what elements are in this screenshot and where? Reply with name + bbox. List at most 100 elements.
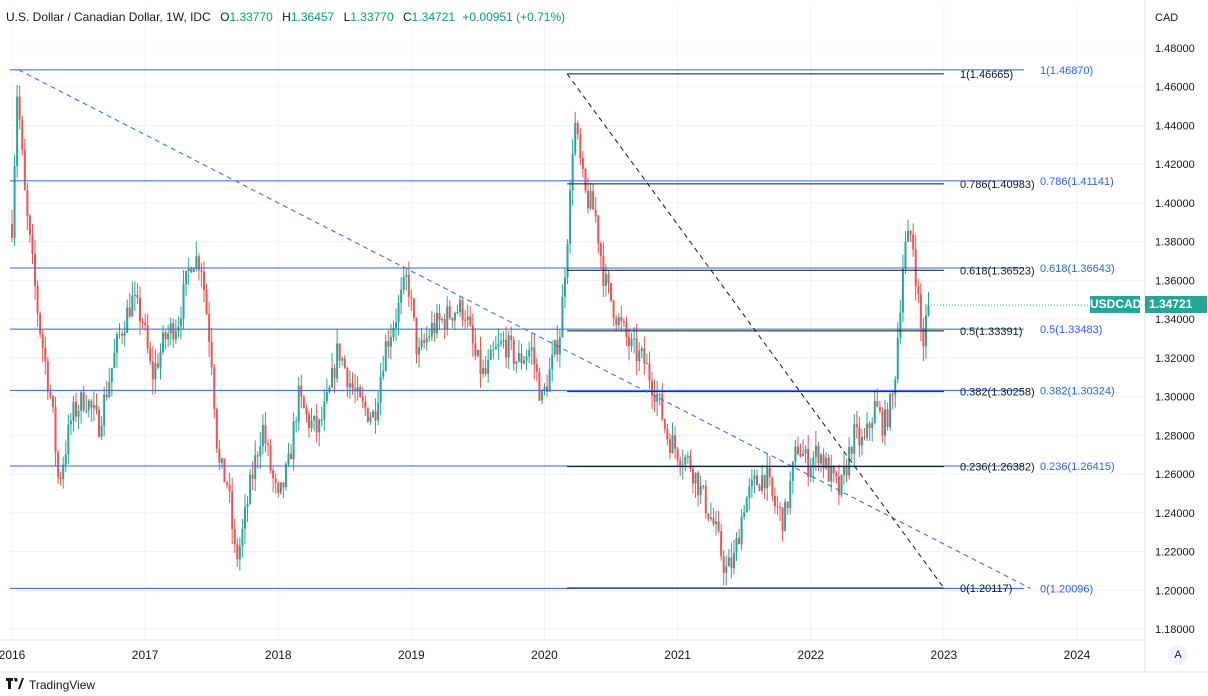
y-tick-label-2: 1.44000 (1155, 120, 1195, 132)
candle-body (402, 276, 405, 290)
candle-body (837, 476, 840, 496)
candle-body (643, 348, 646, 364)
candle-body (809, 467, 812, 477)
candle-body (92, 405, 95, 408)
candle-body (635, 338, 638, 362)
candle-body (441, 319, 444, 321)
candle-body (466, 316, 469, 320)
candle-body (343, 358, 346, 369)
candle-body (254, 455, 257, 479)
candle-body (799, 453, 802, 457)
candle-body (351, 383, 354, 389)
candle-body (415, 317, 418, 355)
candle-body (717, 521, 720, 532)
candle-body (13, 165, 16, 238)
candle-body (755, 475, 758, 486)
candle-body (896, 337, 899, 380)
candle-body (400, 289, 403, 303)
candle-body (338, 343, 341, 361)
candle-body (126, 307, 129, 333)
candle-body (497, 343, 500, 347)
candle-body (159, 351, 162, 368)
candle-body (523, 360, 526, 364)
candle-body (579, 134, 582, 159)
candle-body (323, 401, 326, 420)
candle-body (663, 419, 666, 429)
candle-body (855, 424, 858, 428)
candle-body (584, 168, 587, 191)
candle-body (18, 96, 21, 120)
fib-blue-label-3: 0.5(1.33483) (1040, 324, 1102, 336)
candle-body (233, 529, 236, 545)
candle-body (807, 448, 810, 477)
candle-body (781, 507, 784, 532)
auto-scale-button[interactable]: A (1168, 645, 1188, 665)
candle-body (80, 392, 83, 411)
candle-body (668, 439, 671, 453)
y-tick-label-13: 1.22000 (1155, 547, 1195, 559)
candle-body (784, 501, 787, 532)
candle-body (451, 317, 454, 321)
candle-body (499, 341, 502, 344)
candle-body (543, 386, 546, 391)
candle-body (553, 340, 556, 355)
candle-body (136, 294, 139, 298)
candle-body (492, 349, 495, 351)
current-price-symbol: USDCAD (1090, 296, 1142, 313)
candle-body (118, 333, 121, 335)
candle-body (154, 363, 157, 380)
candle-body (648, 363, 651, 381)
y-tick-label-9: 1.30000 (1155, 392, 1195, 404)
candle-body (576, 123, 579, 135)
x-tick-label-4: 2020 (531, 648, 558, 662)
candle-body (133, 294, 136, 296)
y-tick-label-11: 1.26000 (1155, 469, 1195, 481)
candle-body (51, 395, 54, 408)
candle-body (776, 506, 779, 508)
candle-body (435, 312, 438, 334)
candle-body (569, 190, 572, 244)
y-tick-label-10: 1.28000 (1155, 430, 1195, 442)
candle-body (382, 371, 385, 377)
candle-body (722, 556, 725, 574)
fib-black-label-0: 1(1.46665) (960, 69, 1013, 81)
candle-body (748, 486, 751, 498)
candle-body (589, 190, 592, 209)
tradingview-logo: TradingView (6, 678, 95, 692)
candle-body (617, 317, 620, 325)
candle-body (438, 312, 441, 321)
fib-black-label-4: 0.382(1.30258) (960, 387, 1035, 399)
candle-body (607, 274, 610, 284)
candle-body (384, 341, 387, 372)
candle-body (290, 453, 293, 460)
candle-body (848, 447, 851, 476)
legend-open-label: O (220, 10, 230, 24)
candle-body (197, 256, 200, 271)
candle-body (510, 335, 513, 341)
legend-close-label: C (403, 10, 412, 24)
candle-body (11, 224, 13, 238)
candle-body (115, 334, 118, 353)
candle-body (405, 274, 408, 277)
candle-body (259, 446, 262, 457)
candle-body (72, 401, 75, 421)
candle-body (141, 321, 144, 323)
candle-body (766, 467, 769, 489)
x-tick-label-1: 2017 (132, 648, 159, 662)
candle-body (681, 464, 684, 466)
fib-blue-label-5: 0.236(1.26415) (1040, 461, 1115, 473)
candle-body (860, 437, 863, 446)
candle-body (108, 382, 111, 397)
candle-body (694, 472, 697, 484)
candle-body (581, 158, 584, 169)
candle-body (587, 190, 590, 209)
candle-body (640, 348, 643, 351)
candle-body (325, 391, 328, 402)
fib-black-label-1: 0.786(1.40983) (960, 179, 1035, 191)
candle-body (917, 286, 920, 294)
candle-body (226, 482, 229, 485)
candle-body (886, 409, 889, 428)
candle-body (75, 401, 78, 417)
candle-body (817, 445, 820, 464)
